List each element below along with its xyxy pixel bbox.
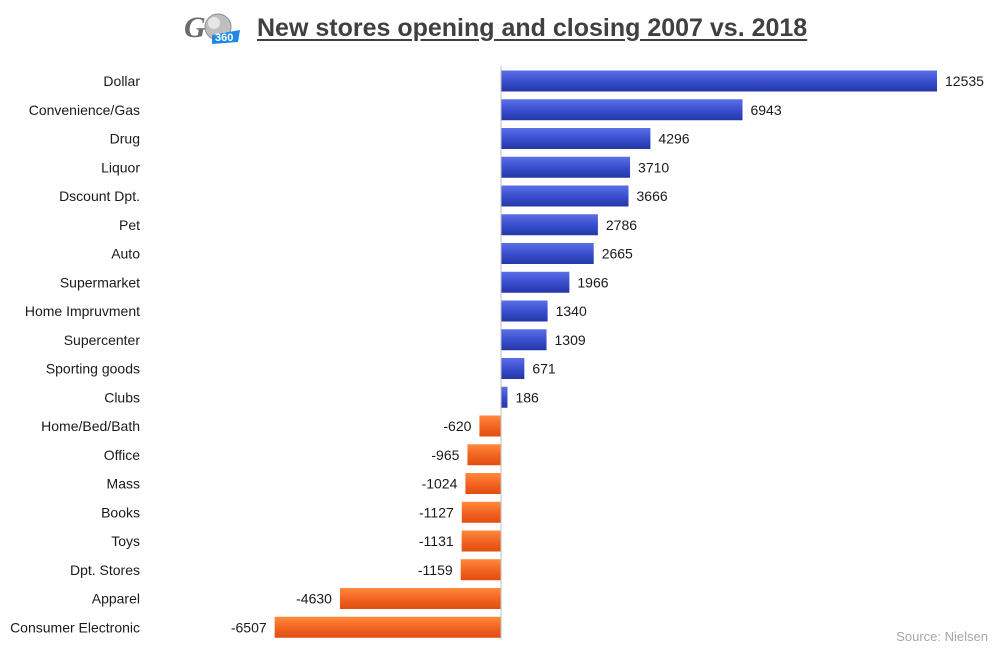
category-label: Pet (119, 217, 140, 233)
bar-clubs (501, 386, 508, 408)
bar-apparel (339, 588, 501, 609)
bar-office (467, 444, 501, 466)
bar-supermarket (501, 271, 570, 293)
bar-supercenter (501, 329, 547, 351)
bar-auto (501, 243, 594, 264)
value-label: -1131 (419, 533, 454, 549)
bar-pet (501, 214, 598, 236)
value-label: -4630 (296, 591, 332, 607)
source-note: Source: Nielsen (896, 629, 988, 644)
category-label: Sporting goods (46, 361, 140, 377)
value-label: -6507 (231, 619, 267, 635)
bar-mass (465, 473, 501, 494)
value-label: -1127 (419, 504, 454, 520)
value-label: 1966 (577, 274, 608, 290)
category-label: Liquor (101, 159, 140, 175)
category-label: Toys (111, 533, 140, 549)
category-label: Supermarket (60, 274, 140, 290)
value-label: 2786 (606, 217, 637, 233)
value-label: 6943 (750, 102, 781, 118)
category-label: Auto (111, 246, 140, 262)
value-label: 2665 (602, 246, 633, 262)
bar-home-bed-bath (479, 415, 501, 437)
bar-dscount-dpt (501, 185, 629, 207)
bar-home-impruvment (501, 300, 548, 322)
bar-dpt-stores (460, 559, 501, 581)
g360-logo: G 360 (184, 11, 240, 44)
category-label: Books (101, 504, 140, 520)
value-label: 1340 (556, 303, 587, 319)
svg-text:360: 360 (215, 32, 233, 44)
bar-consumer-electronic (274, 616, 501, 638)
value-label: -1024 (422, 476, 458, 492)
bar-books (461, 501, 501, 523)
bar-toys (461, 530, 501, 552)
value-label: 3666 (637, 188, 668, 204)
value-label: 3710 (638, 159, 669, 175)
category-label: Dollar (103, 73, 140, 89)
value-label: 4296 (658, 131, 689, 147)
bar-liquor (501, 156, 631, 178)
category-label: Convenience/Gas (29, 102, 140, 118)
svg-text:G: G (184, 11, 206, 44)
category-label: Consumer Electronic (10, 619, 140, 635)
category-label: Clubs (104, 389, 140, 405)
bars-group: Dollar 12535 Convenience/Gas 6943 Drug 4296 Li… (10, 70, 984, 638)
value-label: -1159 (418, 562, 453, 578)
value-label: -620 (443, 418, 471, 434)
value-label: 671 (532, 361, 556, 377)
value-label: 12535 (945, 73, 984, 89)
bar-sporting-goods (501, 358, 525, 379)
bar-dollar (501, 70, 937, 92)
category-label: Dpt. Stores (70, 562, 140, 578)
bar-convenience-gas (501, 99, 743, 121)
category-label: Home/Bed/Bath (41, 418, 140, 434)
value-label: 186 (515, 389, 539, 405)
category-label: Home Impruvment (25, 303, 140, 319)
chart-title: New stores opening and closing 2007 vs. … (257, 14, 808, 42)
value-label: -965 (431, 447, 459, 463)
category-label: Supercenter (64, 332, 141, 348)
bar-drug (501, 128, 651, 149)
category-label: Drug (110, 131, 140, 147)
category-label: Apparel (92, 591, 140, 607)
value-label: 1309 (555, 332, 586, 348)
category-label: Dscount Dpt. (59, 188, 140, 204)
category-label: Office (104, 447, 141, 463)
category-label: Mass (107, 476, 140, 492)
